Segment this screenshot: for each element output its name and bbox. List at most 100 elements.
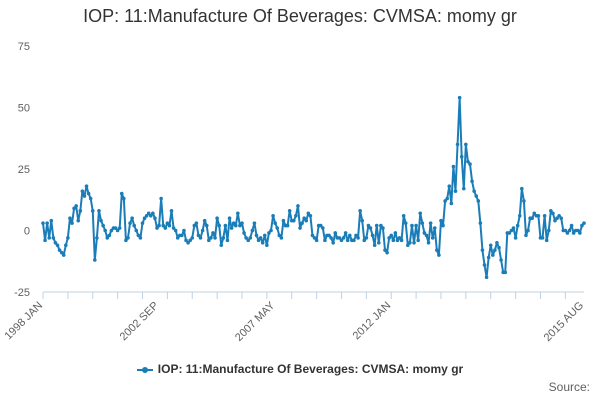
data-point[interactable] (252, 221, 257, 225)
data-point[interactable] (292, 218, 296, 223)
data-point[interactable] (414, 223, 418, 228)
data-point[interactable] (155, 226, 159, 230)
data-point[interactable] (64, 243, 68, 248)
data-point[interactable] (453, 189, 458, 193)
data-point[interactable] (238, 223, 242, 228)
data-point[interactable] (302, 216, 306, 220)
data-point[interactable] (236, 211, 240, 216)
data-point[interactable] (515, 223, 520, 228)
data-point[interactable] (269, 228, 273, 233)
data-point[interactable] (128, 221, 132, 225)
data-point[interactable] (76, 218, 81, 223)
data-point[interactable] (381, 226, 385, 230)
data-point[interactable] (406, 243, 410, 248)
data-point[interactable] (173, 228, 178, 233)
data-point[interactable] (256, 238, 261, 243)
data-point[interactable] (287, 209, 292, 213)
data-point[interactable] (488, 243, 493, 248)
data-point[interactable] (343, 231, 348, 235)
data-point[interactable] (202, 218, 207, 223)
data-point[interactable] (260, 241, 265, 245)
data-point[interactable] (45, 221, 49, 225)
data-point[interactable] (571, 231, 576, 235)
data-point[interactable] (555, 216, 559, 220)
data-point[interactable] (362, 238, 367, 243)
data-point[interactable] (557, 213, 561, 218)
data-point[interactable] (211, 231, 215, 235)
data-point[interactable] (304, 218, 309, 223)
data-point[interactable] (513, 236, 518, 240)
data-point[interactable] (134, 228, 139, 233)
data-point[interactable] (366, 223, 371, 228)
data-point[interactable] (379, 223, 383, 228)
data-point[interactable] (229, 226, 234, 230)
data-point[interactable] (275, 226, 280, 230)
data-point[interactable] (97, 209, 101, 213)
data-point[interactable] (387, 236, 391, 240)
data-point[interactable] (265, 243, 269, 248)
data-point[interactable] (233, 223, 238, 228)
data-point[interactable] (437, 253, 441, 257)
data-point[interactable] (161, 223, 166, 228)
data-point[interactable] (582, 221, 586, 225)
data-point[interactable] (43, 238, 47, 243)
data-point[interactable] (451, 164, 456, 169)
data-point[interactable] (159, 196, 163, 201)
data-point[interactable] (215, 216, 219, 220)
data-point[interactable] (507, 231, 512, 235)
data-point[interactable] (418, 211, 423, 216)
data-point[interactable] (78, 209, 83, 213)
data-point[interactable] (347, 233, 352, 238)
data-point[interactable] (358, 209, 362, 213)
data-point[interactable] (308, 213, 313, 218)
data-point[interactable] (107, 233, 112, 238)
credits-text[interactable]: Source: (548, 380, 590, 394)
data-point[interactable] (144, 213, 149, 218)
data-point[interactable] (549, 209, 553, 213)
data-point[interactable] (82, 194, 87, 198)
data-point[interactable] (447, 184, 452, 189)
data-point[interactable] (93, 258, 97, 262)
data-point[interactable] (113, 226, 118, 230)
data-point[interactable] (240, 221, 244, 225)
data-point[interactable] (455, 142, 460, 147)
data-point[interactable] (277, 233, 282, 238)
data-point[interactable] (314, 238, 319, 243)
data-point[interactable] (192, 223, 197, 228)
data-point[interactable] (57, 248, 62, 252)
data-point[interactable] (486, 255, 491, 260)
data-point[interactable] (219, 243, 224, 248)
data-point[interactable] (567, 228, 572, 233)
data-point[interactable] (151, 211, 155, 216)
data-point[interactable] (524, 233, 528, 238)
data-point[interactable] (196, 233, 201, 238)
data-point[interactable] (416, 238, 420, 243)
data-point[interactable] (132, 223, 137, 228)
data-point[interactable] (530, 216, 534, 220)
data-point[interactable] (526, 228, 530, 233)
data-point[interactable] (115, 228, 120, 233)
data-point[interactable] (495, 241, 499, 245)
data-point[interactable] (468, 162, 472, 166)
data-point[interactable] (246, 238, 251, 243)
data-point[interactable] (575, 228, 580, 233)
data-point[interactable] (130, 216, 134, 220)
data-point[interactable] (457, 95, 462, 100)
data-point[interactable] (403, 221, 408, 225)
data-point[interactable] (165, 221, 170, 225)
data-point[interactable] (542, 213, 547, 218)
data-point[interactable] (563, 228, 568, 233)
data-point[interactable] (310, 233, 315, 238)
data-point[interactable] (352, 238, 356, 243)
data-point[interactable] (55, 243, 60, 248)
data-point[interactable] (509, 228, 514, 233)
data-point[interactable] (329, 236, 333, 240)
data-point[interactable] (318, 223, 323, 228)
data-point[interactable] (194, 221, 199, 225)
data-point[interactable] (248, 236, 253, 240)
data-point[interactable] (182, 228, 186, 233)
data-point[interactable] (449, 201, 454, 206)
data-point[interactable] (476, 199, 481, 203)
data-point[interactable] (169, 209, 174, 213)
data-point[interactable] (180, 233, 184, 238)
